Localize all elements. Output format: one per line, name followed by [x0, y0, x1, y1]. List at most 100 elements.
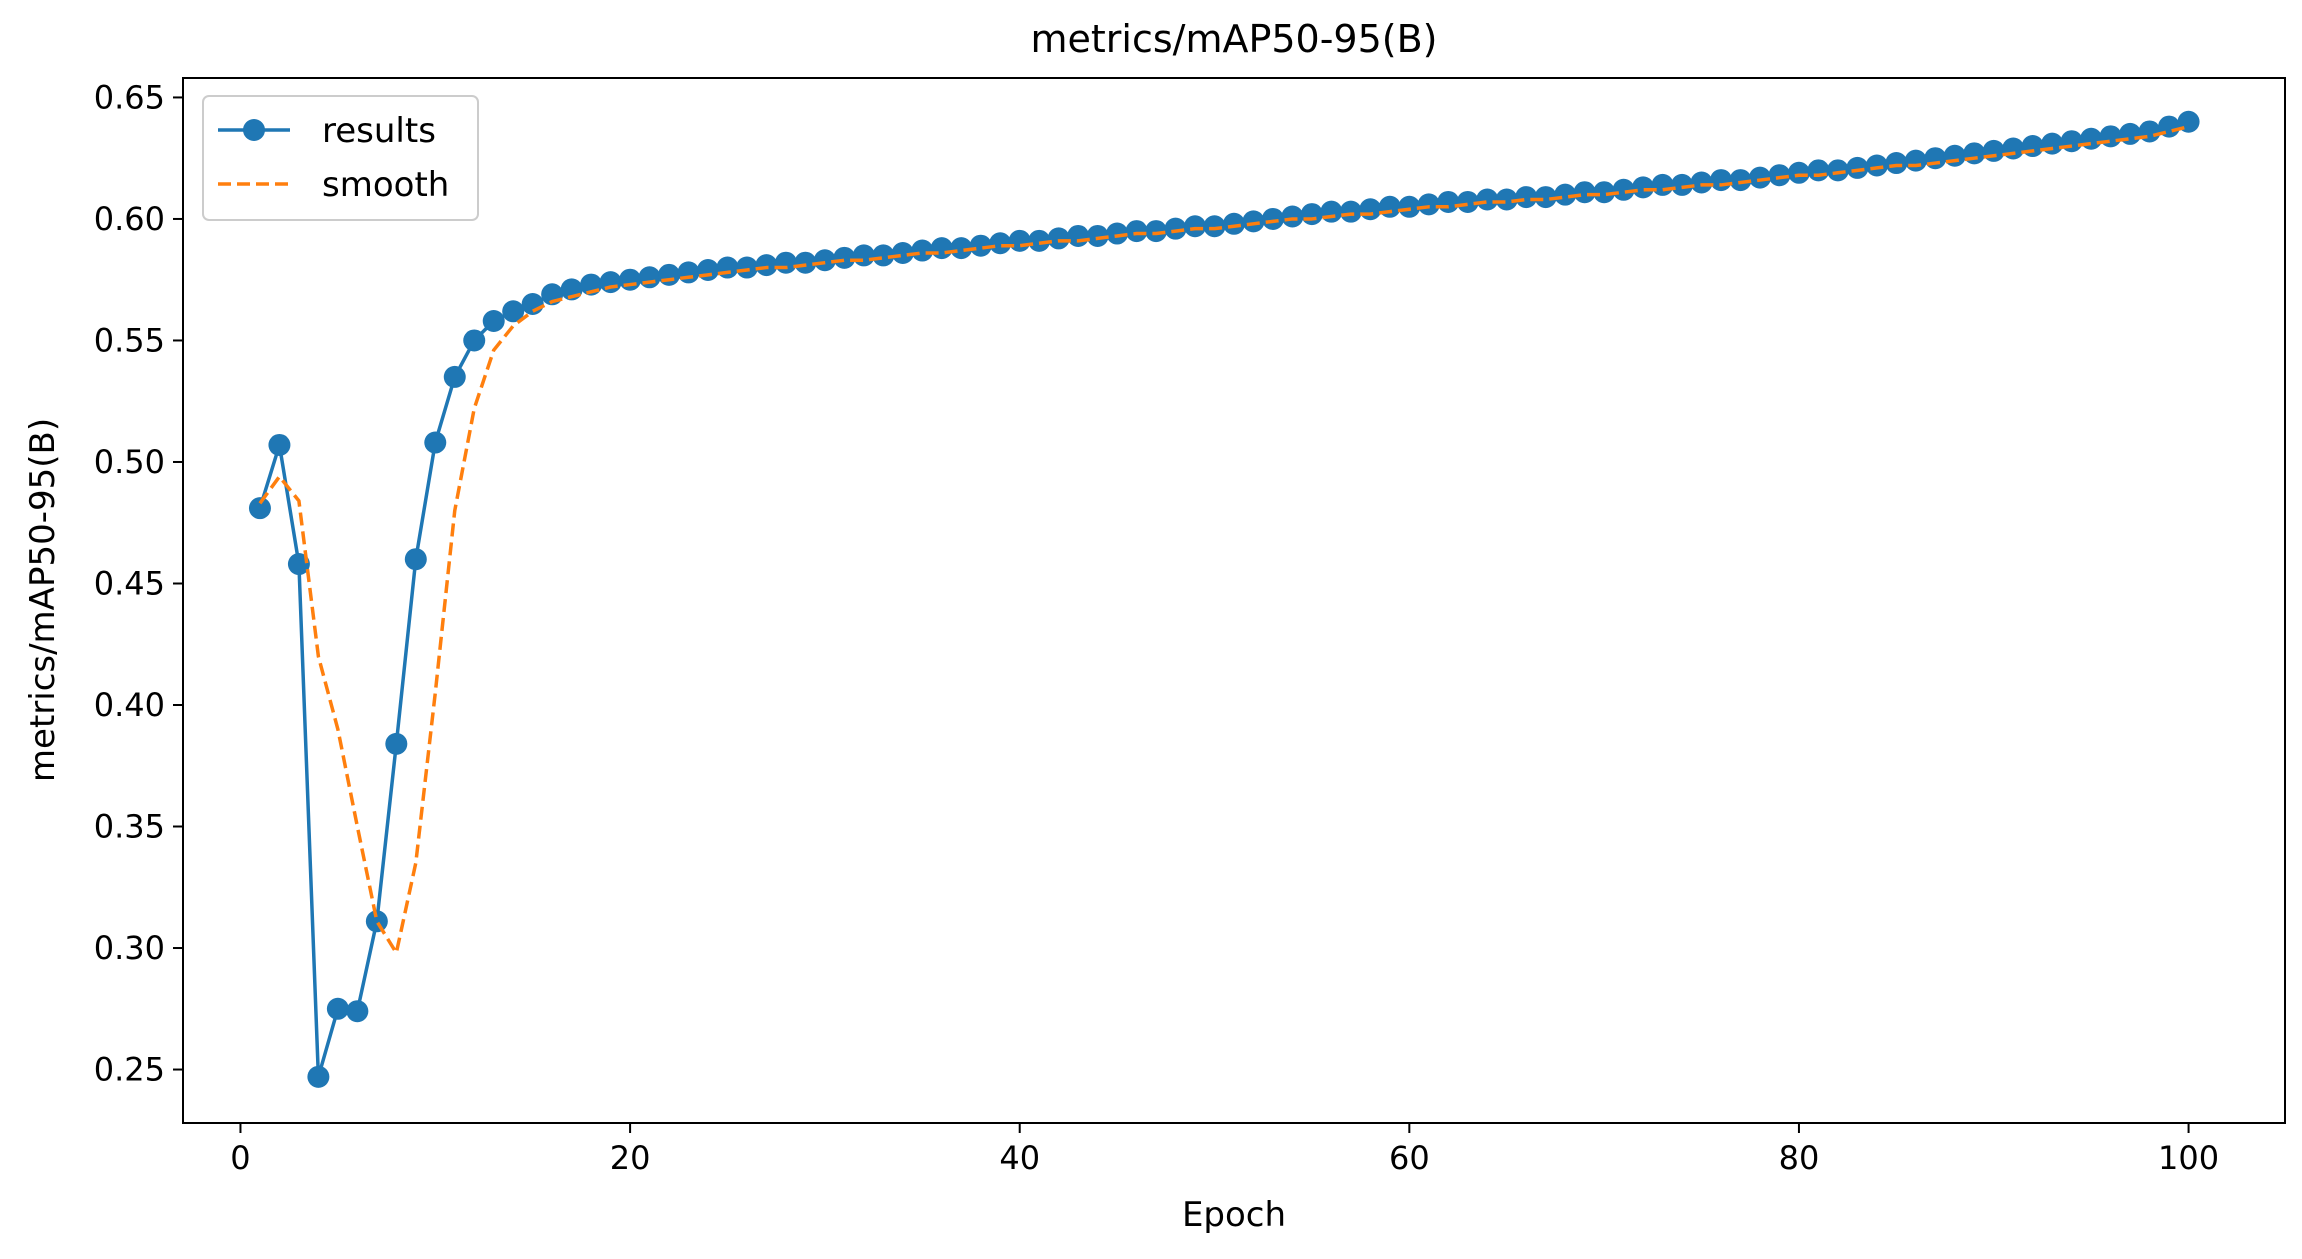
results-data-point: [1456, 190, 1479, 213]
results-data-point: [1982, 139, 2005, 162]
results-data-point: [1281, 205, 1304, 228]
y-tick-label: 0.40: [94, 686, 165, 724]
results-data-point: [989, 232, 1012, 255]
results-data-point: [1573, 181, 1596, 204]
x-tick-label: 100: [2158, 1139, 2219, 1177]
results-data-point: [1807, 159, 1830, 182]
results-data-point: [1067, 224, 1090, 247]
results-data-point: [1865, 154, 1888, 177]
x-axis-title: Epoch: [1182, 1195, 1286, 1235]
results-data-point: [1885, 152, 1908, 175]
results-data-point: [521, 293, 544, 316]
results-data-point: [1846, 156, 1869, 179]
smooth-series-line: [258, 124, 2189, 955]
results-data-point: [1242, 210, 1265, 233]
results-data-point: [1164, 217, 1187, 240]
results-data-point: [1184, 215, 1207, 238]
results-data-point: [1924, 147, 1947, 170]
results-data-point: [1223, 212, 1245, 235]
results-data-point: [1086, 224, 1109, 247]
results-data-point: [1963, 142, 1986, 165]
results-data-point: [794, 251, 817, 274]
results-data-point: [1748, 166, 1771, 189]
y-tick-label: 0.25: [94, 1051, 165, 1089]
results-data-point: [502, 300, 525, 323]
results-data-point: [697, 258, 720, 281]
results-data-point: [1106, 222, 1129, 245]
plot-frame: [182, 77, 2286, 1124]
x-tick-label: 60: [1389, 1139, 1430, 1177]
legend-results-label: results: [322, 111, 436, 151]
results-data-point: [1359, 198, 1382, 221]
results-data-point: [911, 239, 934, 262]
results-data-point: [482, 310, 505, 333]
legend: results smooth: [202, 95, 479, 221]
y-tick-label: 0.50: [94, 443, 165, 481]
y-axis-title: metrics/mAP50-95(B): [23, 418, 63, 782]
legend-results-marker: [243, 119, 265, 141]
y-axis: 0.25 0.30 0.35 0.40 0.45 0.50 0.55 0.60 0.65: [94, 78, 183, 1089]
results-data-point: [599, 271, 622, 294]
results-data-point: [1534, 186, 1557, 209]
series-layer: [248, 110, 2200, 1088]
results-data-point: [424, 431, 447, 454]
x-tick-label: 0: [230, 1139, 250, 1177]
results-data-point: [1378, 195, 1401, 218]
y-tick-label: 0.55: [94, 321, 165, 359]
results-data-point: [1943, 144, 1966, 167]
y-tick-label: 0.65: [94, 78, 165, 116]
results-data-point: [1768, 164, 1791, 187]
results-data-point: [1904, 149, 1927, 172]
legend-smooth-label: smooth: [322, 165, 449, 205]
results-data-point: [950, 237, 973, 260]
y-tick-label: 0.60: [94, 200, 165, 238]
results-data-point: [1671, 173, 1694, 196]
results-data-point: [1398, 195, 1421, 218]
results-data-point: [1300, 203, 1323, 226]
results-data-point: [852, 244, 875, 267]
chart-title: metrics/mAP50-95(B): [1030, 17, 1437, 61]
results-data-point: [813, 249, 836, 272]
y-tick-label: 0.30: [94, 929, 165, 967]
results-data-point: [619, 268, 642, 291]
results-data-point: [1495, 188, 1518, 211]
results-data-point: [735, 256, 758, 279]
results-data-point: [1339, 200, 1362, 223]
results-data-point: [385, 732, 408, 755]
results-data-point: [1125, 220, 1148, 243]
results-data-point: [1417, 193, 1440, 216]
results-series-line: [258, 120, 2189, 1079]
x-tick-label: 80: [1779, 1139, 1820, 1177]
results-data-point: [2138, 120, 2161, 143]
results-data-point: [677, 261, 700, 284]
results-data-point: [774, 251, 797, 274]
plot-area: [182, 77, 2286, 1124]
results-data-point: [969, 234, 992, 257]
x-axis: 0 20 40 60 80 100: [230, 1123, 2219, 1177]
results-data-point: [1028, 229, 1051, 252]
y-tick-label: 0.45: [94, 564, 165, 602]
results-data-point: [1437, 190, 1460, 213]
results-data-point: [658, 263, 681, 286]
results-data-point: [307, 1065, 330, 1088]
results-data-point: [1145, 220, 1168, 243]
x-tick-label: 40: [999, 1139, 1040, 1177]
x-tick-label: 20: [610, 1139, 651, 1177]
results-data-point: [716, 256, 739, 279]
results-data-point: [1690, 171, 1713, 194]
results-data-point: [1787, 161, 1810, 184]
results-data-point: [638, 266, 661, 289]
results-data-point: [248, 497, 271, 520]
results-data-point: [1729, 169, 1752, 192]
results-data-point: [365, 910, 388, 933]
results-data-point: [2041, 132, 2064, 155]
results-data-point: [268, 433, 291, 456]
results-data-point: [930, 237, 953, 260]
results-data-point: [463, 329, 486, 352]
results-data-point: [1593, 181, 1616, 204]
results-data-point: [1515, 186, 1538, 209]
legend-box: [202, 95, 479, 221]
results-data-point: [833, 246, 856, 269]
results-data-point: [1261, 207, 1284, 230]
